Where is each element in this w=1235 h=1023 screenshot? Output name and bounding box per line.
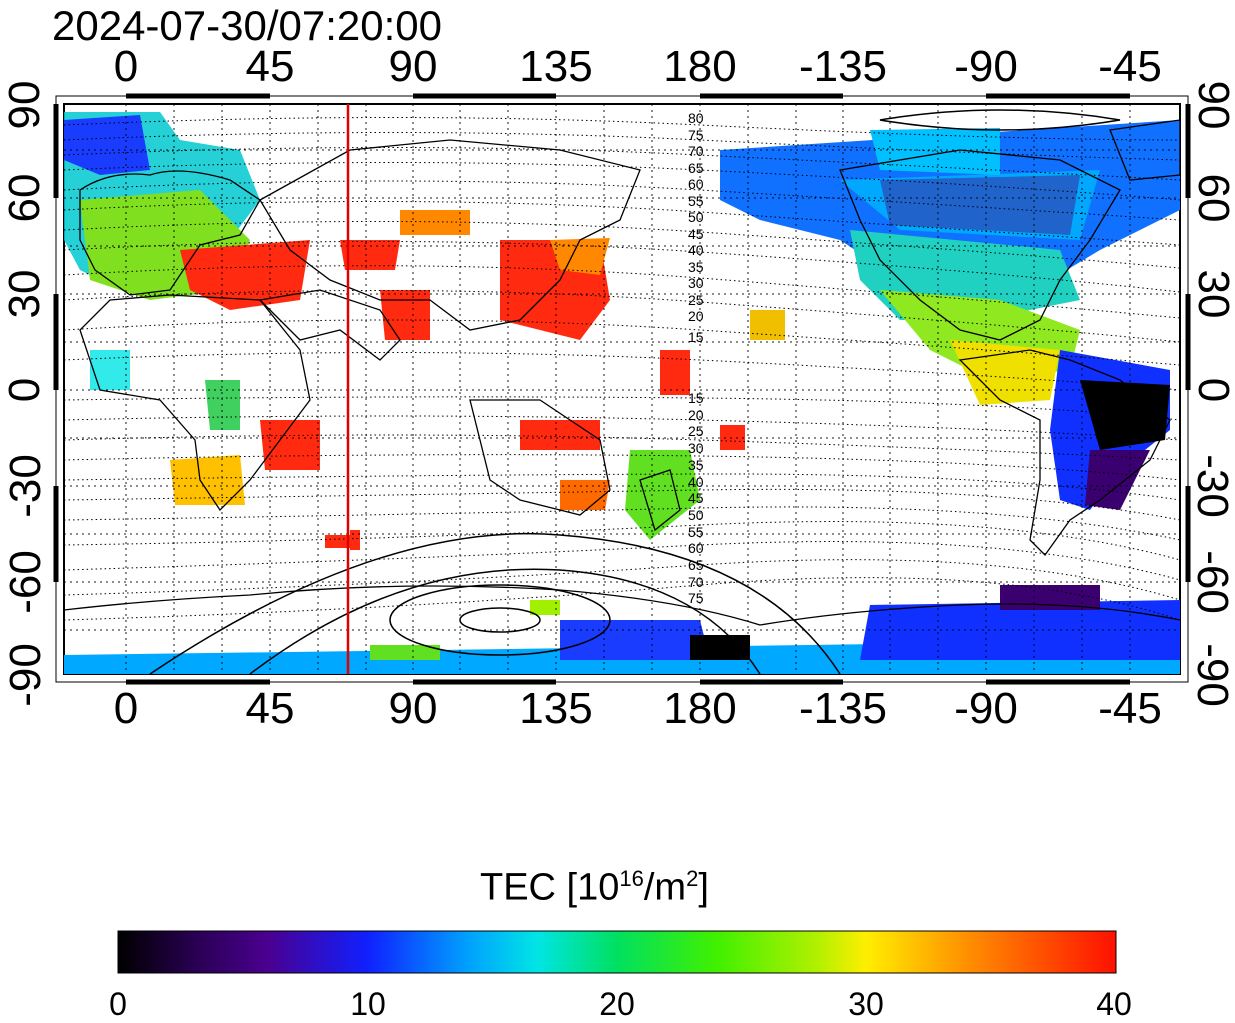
lon-label-top: -45 bbox=[1098, 42, 1162, 91]
coastlines bbox=[64, 119, 1180, 626]
lon-label-bottom: 90 bbox=[388, 684, 438, 733]
contour-label: 20 bbox=[688, 308, 704, 324]
contour-label: 30 bbox=[688, 440, 704, 457]
lon-label-bottom: 135 bbox=[519, 684, 593, 733]
contour-label: 55 bbox=[688, 192, 704, 209]
contour-label: 25 bbox=[688, 291, 704, 308]
lat-label-left: 60 bbox=[0, 173, 49, 223]
lat-label-left: -90 bbox=[1, 643, 50, 707]
lon-label-bottom: -45 bbox=[1098, 684, 1162, 733]
contour-label: 25 bbox=[688, 423, 704, 440]
contour-label: 15 bbox=[688, 328, 704, 345]
colorbar-tick-label: 0 bbox=[109, 986, 127, 1022]
contour-label: 55 bbox=[688, 523, 704, 540]
contour-label: 70 bbox=[688, 143, 704, 159]
lat-label-right: 30 bbox=[1189, 269, 1235, 319]
contour-label: 50 bbox=[688, 209, 704, 225]
lon-label-bottom: 180 bbox=[663, 684, 737, 733]
lon-label-top: 45 bbox=[245, 42, 295, 91]
lat-label-right: 90 bbox=[1189, 80, 1235, 130]
contour-label: 70 bbox=[688, 573, 704, 590]
contour-label: 75 bbox=[688, 590, 704, 607]
contour-label: 60 bbox=[688, 540, 704, 557]
colorbar-title: TEC [1016/m2] bbox=[480, 866, 709, 909]
lon-label-top: 0 bbox=[113, 42, 139, 91]
contour-lines bbox=[64, 117, 1180, 621]
contour-label: 40 bbox=[688, 242, 704, 258]
lon-label-top: -135 bbox=[798, 42, 888, 91]
colorbar bbox=[117, 930, 1117, 974]
contour-label: 45 bbox=[688, 490, 704, 507]
contour-label: 60 bbox=[688, 176, 704, 192]
graticule bbox=[64, 104, 1180, 674]
lat-label-right: 0 bbox=[1189, 377, 1235, 403]
contour-label: 65 bbox=[688, 557, 704, 574]
timestamp-title: 2024-07-30/07:20:00 bbox=[52, 2, 442, 49]
contour-label: 80 bbox=[688, 110, 704, 126]
lat-label-left: 90 bbox=[0, 80, 49, 130]
lon-label-bottom: -135 bbox=[798, 684, 888, 733]
contour-label: 40 bbox=[688, 473, 704, 490]
lat-label-left: 0 bbox=[0, 377, 49, 403]
lon-label-top: -90 bbox=[954, 42, 1018, 91]
lon-label-bottom: -90 bbox=[954, 684, 1018, 733]
contour-label: 50 bbox=[688, 506, 704, 523]
contour-label: 75 bbox=[688, 126, 704, 143]
contour-label: 35 bbox=[688, 456, 704, 473]
lat-label-right: -30 bbox=[1188, 454, 1235, 518]
contour-label: 30 bbox=[688, 275, 704, 291]
contour-label: 45 bbox=[688, 225, 704, 242]
lat-label-right: -90 bbox=[1188, 643, 1235, 707]
lat-label-left: -30 bbox=[1, 454, 50, 518]
lat-label-left: 30 bbox=[0, 269, 49, 319]
lon-label-top: 180 bbox=[663, 42, 737, 91]
colorbar-tick-label: 30 bbox=[848, 986, 884, 1022]
polar-contours bbox=[149, 109, 1121, 674]
lat-label-right: -60 bbox=[1188, 550, 1235, 614]
colorbar-tick-label: 20 bbox=[599, 986, 635, 1022]
colorbar-tick-label: 10 bbox=[350, 986, 386, 1022]
lon-label-bottom: 45 bbox=[245, 684, 295, 733]
contour-label: 15 bbox=[688, 390, 704, 406]
lat-label-right: 60 bbox=[1189, 173, 1235, 223]
colorbar-tick-label: 40 bbox=[1096, 986, 1132, 1022]
contour-label: 35 bbox=[688, 258, 704, 275]
contour-labels-north: 80 75 70 65 60 55 50 45 40 35 30 25 20 1… bbox=[688, 110, 704, 345]
lat-label-left: -60 bbox=[1, 550, 50, 614]
lon-label-top: 135 bbox=[519, 42, 593, 91]
contour-label: 65 bbox=[688, 159, 704, 176]
contour-label: 20 bbox=[688, 406, 704, 423]
lon-label-top: 90 bbox=[388, 42, 438, 91]
contour-labels-south: 15 20 25 30 35 40 45 50 55 60 65 70 75 bbox=[688, 390, 704, 607]
lon-label-bottom: 0 bbox=[113, 684, 139, 733]
